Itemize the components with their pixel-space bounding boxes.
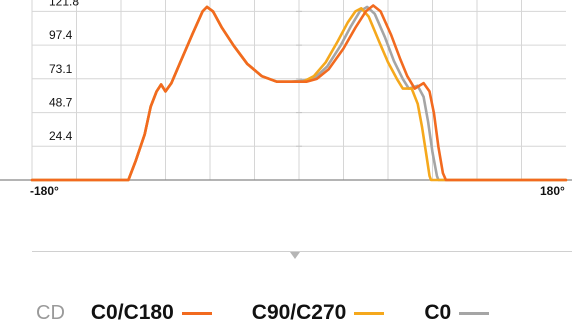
legend-swatch-c0 bbox=[459, 311, 490, 315]
chart-series bbox=[30, 4, 568, 182]
section-divider bbox=[32, 251, 572, 252]
legend-item-c0-c180[interactable]: C0/C180 bbox=[91, 301, 212, 325]
legend-item-c90-c270[interactable]: C90/C270 bbox=[252, 301, 385, 325]
chart-labels: 24.4 48.7 73.1 97.4 121.8 -180° 180° bbox=[30, 0, 565, 198]
y-tick-label: 24.4 bbox=[49, 129, 73, 143]
y-tick-label: 121.8 bbox=[49, 0, 79, 8]
series-line-c0-c180 bbox=[30, 4, 568, 182]
legend-swatch-c0-c180 bbox=[181, 311, 212, 315]
legend-swatch-c90-c270 bbox=[354, 311, 385, 315]
legend-label-c0-c180: C0/C180 bbox=[90, 301, 174, 324]
chart-legend: CD C0/C180 C90/C270 C0 bbox=[36, 298, 572, 328]
legend-item-c0[interactable]: C0 bbox=[424, 301, 490, 325]
x-tick-label-max: 180° bbox=[540, 184, 565, 198]
y-tick-label: 48.7 bbox=[49, 96, 73, 110]
chevron-down-icon[interactable] bbox=[290, 252, 300, 259]
y-tick-label: 97.4 bbox=[49, 28, 73, 42]
y-tick-label: 73.1 bbox=[49, 62, 73, 76]
x-tick-label-min: -180° bbox=[30, 184, 59, 198]
legend-label-c90-c270: C90/C270 bbox=[251, 301, 347, 324]
chart-grid bbox=[0, 0, 572, 181]
legend-label-c0: C0 bbox=[424, 301, 452, 324]
legend-unit-label: CD bbox=[36, 301, 65, 324]
